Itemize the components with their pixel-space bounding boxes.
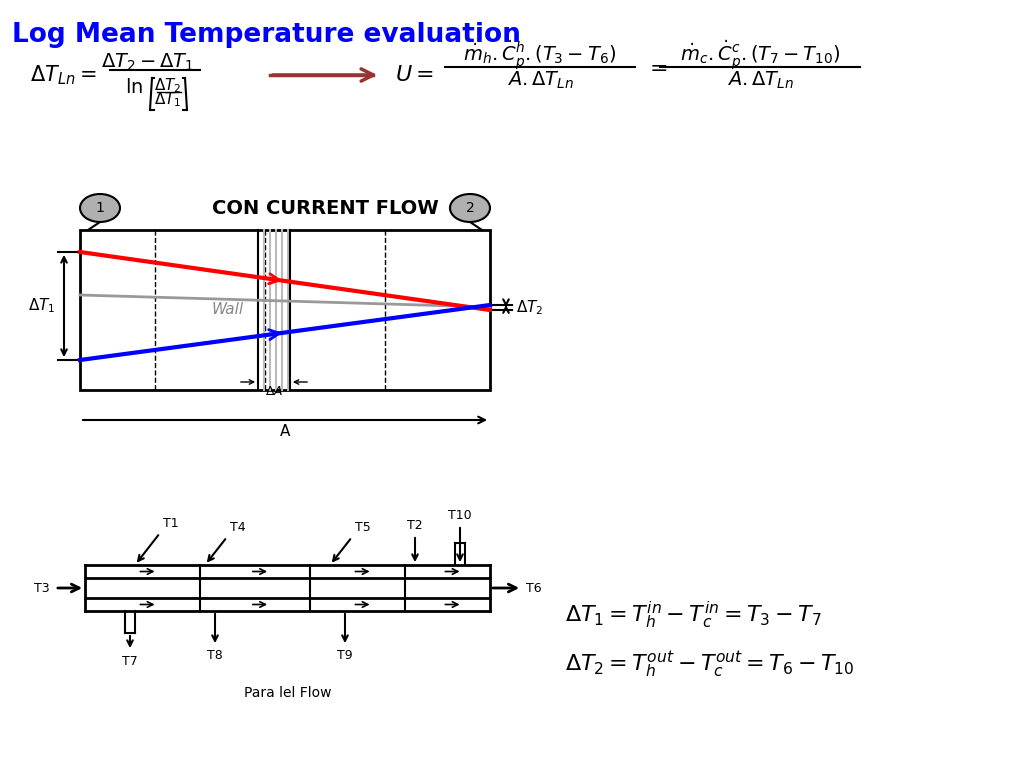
Text: $\Delta T_{Ln}=$: $\Delta T_{Ln}=$	[30, 63, 96, 87]
Text: $\Delta T_1$: $\Delta T_1$	[155, 91, 181, 109]
Text: T2: T2	[408, 519, 423, 532]
Text: T4: T4	[230, 521, 246, 534]
Text: 1: 1	[95, 201, 104, 215]
Text: $U=$: $U=$	[395, 65, 434, 85]
Text: T6: T6	[526, 581, 542, 594]
Text: $\Delta A$: $\Delta A$	[265, 385, 283, 398]
Text: $=$: $=$	[645, 57, 668, 77]
Text: $\Delta T_2$: $\Delta T_2$	[155, 77, 181, 95]
Text: T3: T3	[35, 581, 50, 594]
Text: $A.\Delta T_{Ln}$: $A.\Delta T_{Ln}$	[727, 69, 794, 91]
Text: 2: 2	[466, 201, 474, 215]
Text: CON CURRENT FLOW: CON CURRENT FLOW	[212, 199, 438, 218]
Ellipse shape	[80, 194, 120, 222]
Text: T9: T9	[337, 649, 353, 662]
Text: Wall: Wall	[212, 303, 244, 317]
Text: Log Mean Temperature evaluation: Log Mean Temperature evaluation	[12, 22, 521, 48]
Text: $\Delta T_2-\Delta T_1$: $\Delta T_2-\Delta T_1$	[101, 51, 195, 73]
Text: $\Delta T_1 = T^{in}_h - T^{in}_c = T_3 - T_7$: $\Delta T_1 = T^{in}_h - T^{in}_c = T_3 …	[565, 599, 821, 631]
Text: A: A	[280, 424, 290, 439]
Text: $\dot{m}_h.\dot{C}^h_p.(T_3-T_6)$: $\dot{m}_h.\dot{C}^h_p.(T_3-T_6)$	[464, 38, 616, 71]
Text: $\dot{m}_c.\dot{C}^c_p.(T_7-T_{10})$: $\dot{m}_c.\dot{C}^c_p.(T_7-T_{10})$	[680, 38, 841, 71]
Text: T10: T10	[449, 509, 472, 522]
Bar	[80, 230, 490, 390]
Text: Para lel Flow: Para lel Flow	[244, 686, 331, 700]
Text: $A.\Delta T_{Ln}$: $A.\Delta T_{Ln}$	[507, 69, 573, 91]
Text: $\Delta T_2$: $\Delta T_2$	[516, 298, 544, 317]
Text: $\Delta T_2 = T^{out}_h - T^{out}_c = T_6 - T_{10}$: $\Delta T_2 = T^{out}_h - T^{out}_c = T_…	[565, 650, 854, 680]
Text: T1: T1	[163, 517, 178, 530]
Text: T5: T5	[355, 521, 371, 534]
Text: T8: T8	[207, 649, 223, 662]
Text: T7: T7	[122, 655, 138, 668]
Ellipse shape	[450, 194, 490, 222]
Text: $\Delta T_1$: $\Delta T_1$	[29, 296, 55, 316]
Text: $\mathrm{ln}$: $\mathrm{ln}$	[125, 78, 143, 97]
